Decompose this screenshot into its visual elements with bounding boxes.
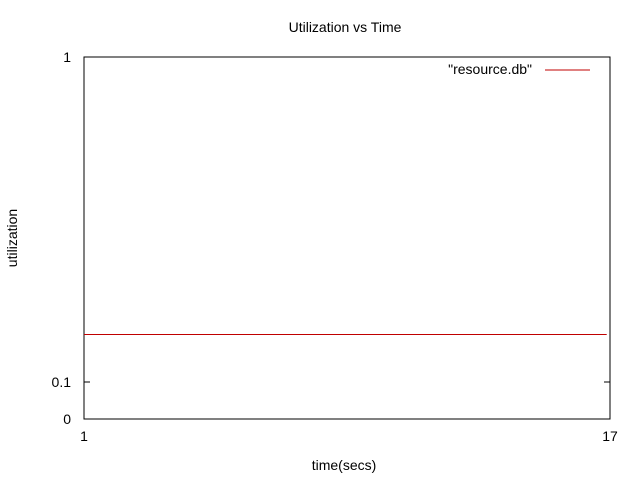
x-axis-ticks: 1 17 bbox=[80, 413, 618, 444]
legend: "resource.db" bbox=[448, 61, 590, 77]
x-axis-label: time(secs) bbox=[312, 457, 377, 473]
legend-label-resource-db: "resource.db" bbox=[448, 61, 532, 77]
y-tick-label-0: 0 bbox=[63, 411, 71, 427]
y-axis-label: utilization bbox=[4, 209, 20, 267]
x-tick-label-0: 1 bbox=[80, 428, 88, 444]
chart-title: Utilization vs Time bbox=[289, 19, 402, 35]
y-tick-label-1: 0.1 bbox=[52, 374, 72, 390]
plot-area-frame bbox=[83, 56, 611, 420]
y-axis-ticks: 00.11 bbox=[52, 49, 610, 427]
x-tick-label-1: 17 bbox=[602, 428, 618, 444]
y-tick-label-2: 1 bbox=[63, 49, 71, 65]
